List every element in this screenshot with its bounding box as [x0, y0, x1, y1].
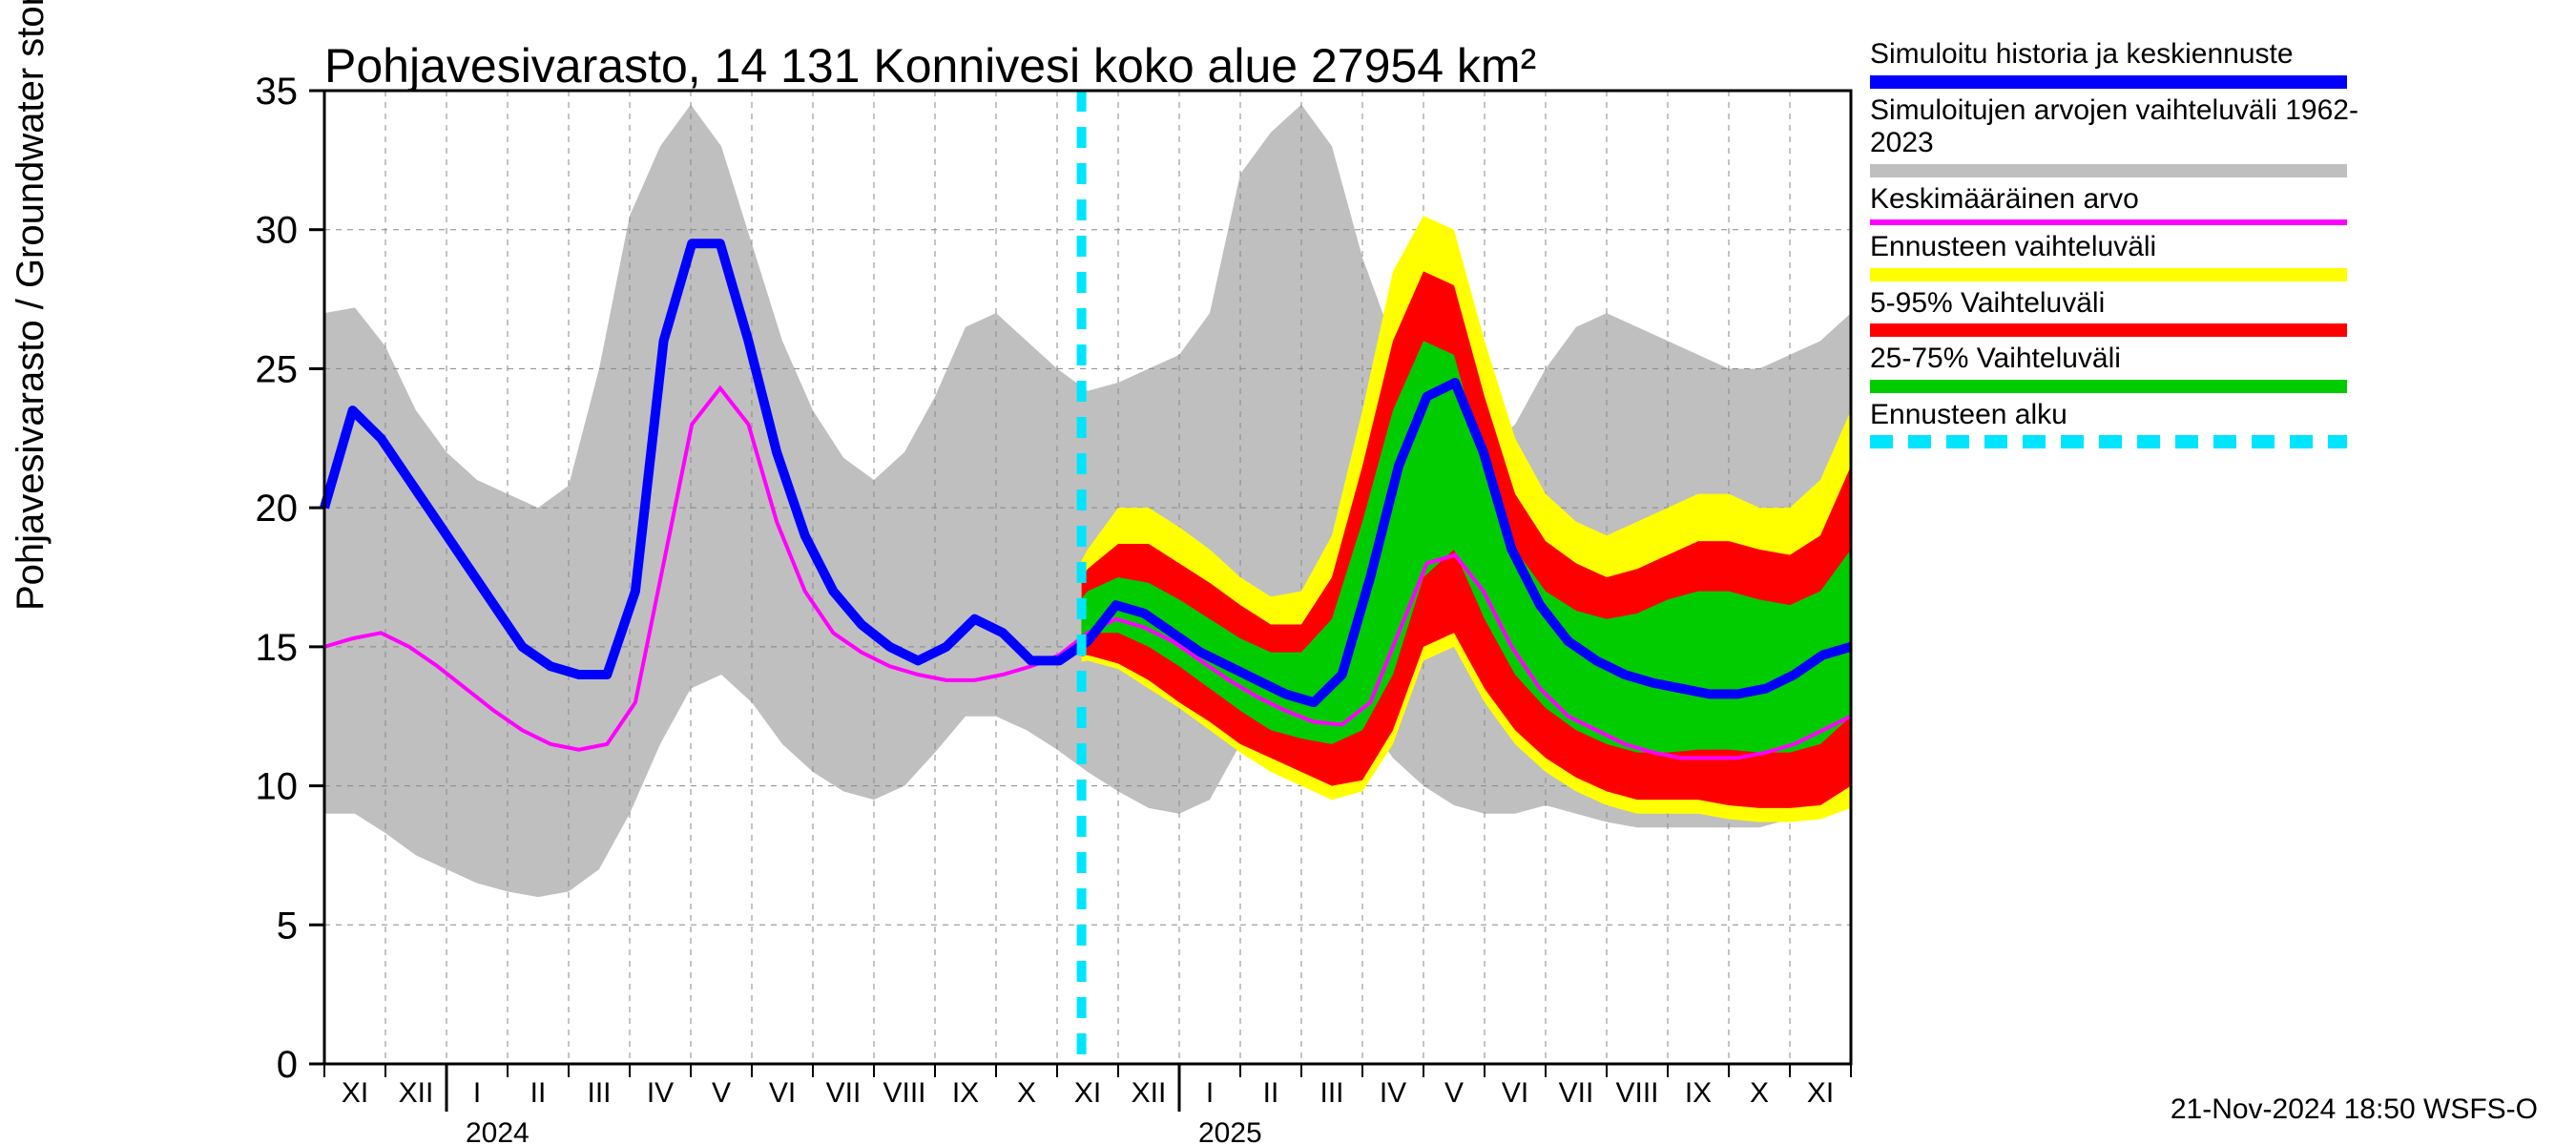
legend-swatch-red: [1870, 323, 2347, 337]
xtick-label: VIII: [883, 1077, 925, 1109]
xtick-label: XII: [399, 1077, 434, 1109]
xtick-label: X: [1017, 1077, 1036, 1109]
xtick-label: IX: [1685, 1077, 1712, 1109]
xtick-label: X: [1750, 1077, 1769, 1109]
footer-timestamp: 21-Nov-2024 18:50 WSFS-O: [2171, 1093, 2538, 1126]
ytick-label: 10: [256, 766, 299, 808]
xtick-label: II: [530, 1077, 547, 1109]
xtick-label: VI: [1502, 1077, 1528, 1109]
xtick-label: II: [1263, 1077, 1279, 1109]
xtick-label: IX: [952, 1077, 979, 1109]
legend: Simuloitu historia ja keskiennuste Simul…: [1870, 38, 2366, 454]
legend-swatch-magenta: [1870, 219, 2347, 225]
ytick-label: 35: [256, 71, 299, 113]
xtick-label: I: [473, 1077, 481, 1109]
legend-item-magenta: Keskimääräinen arvo: [1870, 183, 2366, 226]
legend-item-grey: Simuloitujen arvojen vaihteluväli 1962-2…: [1870, 94, 2366, 177]
xtick-label: XI: [342, 1077, 368, 1109]
legend-item-red: 5-95% Vaihteluväli: [1870, 287, 2366, 338]
ytick-label: 30: [256, 210, 299, 252]
xtick-label: XI: [1807, 1077, 1834, 1109]
xtick-label: XI: [1074, 1077, 1101, 1109]
legend-item-blue: Simuloitu historia ja keskiennuste: [1870, 38, 2366, 89]
xtick-label: IV: [647, 1077, 674, 1109]
xtick-label: IV: [1380, 1077, 1406, 1109]
xtick-label: VIII: [1615, 1077, 1658, 1109]
ytick-label: 25: [256, 348, 299, 390]
xtick-label: V: [1444, 1077, 1464, 1109]
xtick-label: VI: [769, 1077, 796, 1109]
legend-item-green: 25-75% Vaihteluväli: [1870, 343, 2366, 393]
xtick-label: III: [1319, 1077, 1343, 1109]
ytick-label: 15: [256, 627, 299, 669]
xtick-label: I: [1206, 1077, 1214, 1109]
xtick-label: XII: [1132, 1077, 1167, 1109]
legend-swatch-blue: [1870, 75, 2347, 89]
y-axis-title: Pohjavesivarasto / Groundwater storage m…: [10, 0, 52, 611]
xtick-label: V: [712, 1077, 731, 1109]
year-label: 2025: [1198, 1117, 1262, 1145]
chart-title: Pohjavesivarasto, 14 131 Konnivesi koko …: [324, 38, 1536, 94]
ytick-label: 0: [277, 1044, 298, 1086]
legend-swatch-grey: [1870, 164, 2347, 177]
legend-item-cyan: Ennusteen alku: [1870, 399, 2366, 449]
ytick-label: 5: [277, 905, 298, 947]
legend-item-yellow: Ennusteen vaihteluväli: [1870, 231, 2366, 281]
year-label: 2024: [466, 1117, 530, 1145]
xtick-label: VII: [1559, 1077, 1594, 1109]
xtick-label: VII: [826, 1077, 862, 1109]
legend-swatch-green: [1870, 380, 2347, 393]
chart-container: 05101520253035XIXIIIIIIIIIVVVIVIIVIIIIXX…: [0, 0, 2576, 1145]
xtick-label: III: [587, 1077, 611, 1109]
legend-swatch-yellow: [1870, 268, 2347, 281]
ytick-label: 20: [256, 488, 299, 530]
legend-swatch-cyan: [1870, 435, 2347, 448]
